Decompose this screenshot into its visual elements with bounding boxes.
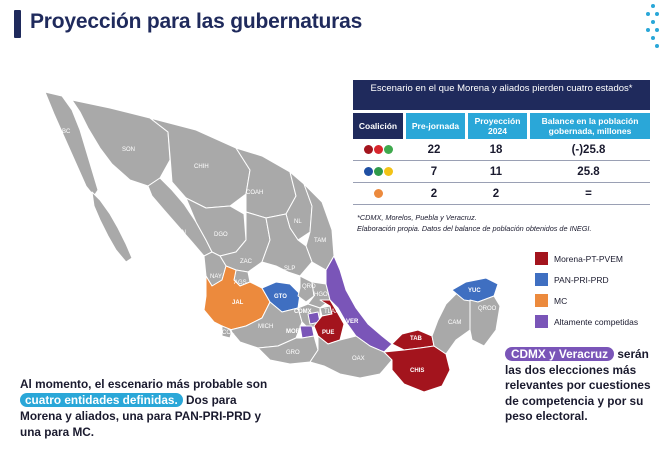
map-label-zac: ZAC — [240, 259, 253, 265]
map-label-yuc: YUC — [468, 288, 481, 294]
page-title: Proyección para las gubernaturas — [30, 10, 363, 33]
table-cell: 18 — [489, 143, 503, 156]
state-tam — [303, 183, 335, 271]
competition-text: serán las dos elecciones más relevantes … — [505, 347, 651, 423]
table-cell: 11 — [489, 165, 503, 178]
map-label-bcs: BCS — [110, 212, 122, 218]
summary-part-1: Al momento, el escenario más probable so… — [20, 377, 268, 391]
competition-highlight: CDMX y Veracruz — [505, 347, 615, 361]
col-header-proyeccion: Proyección 2024 — [468, 113, 527, 139]
legend-item: Altamente competidas — [535, 311, 638, 332]
map-label-chih: CHIH — [194, 164, 209, 170]
table-cell: 2 — [492, 187, 500, 200]
legend-swatch-orange — [535, 294, 548, 307]
state-chis — [383, 345, 451, 393]
legend-label: PAN-PRI-PRD — [554, 274, 609, 285]
morena-pt-pvem-logos-icon — [353, 145, 403, 154]
state-bc — [44, 91, 99, 197]
legend-swatch-purple — [535, 315, 548, 328]
map-label-son: SON — [122, 147, 135, 153]
map-label-tlax: TLAX — [324, 309, 339, 315]
col-header-pre-jornada: Pre-jornada — [406, 113, 465, 139]
legend-swatch-blue — [535, 273, 548, 286]
map-label-qroo: QROO — [478, 306, 497, 312]
state-yuc — [451, 277, 499, 303]
competition-note: CDMX y Veracruz serán las dos elecciones… — [505, 347, 665, 425]
table-row: 22 18 (-)25.8 — [353, 139, 650, 161]
map-label-coah: COAH — [246, 190, 263, 196]
map-label-ver: VER — [346, 319, 359, 325]
table-column-headers: Coalición Pre-jornada Proyección 2024 Ba… — [353, 113, 650, 139]
map-label-gro: GRO — [286, 350, 300, 356]
state-ver — [325, 255, 393, 353]
mexico-map: BC SON CHIH BCS SIN DGO COAH NL TAM ZAC … — [44, 91, 501, 393]
map-label-chis: CHIS — [410, 368, 424, 374]
pan-pri-prd-logos-icon — [353, 167, 403, 176]
legend-label: Altamente competidas — [554, 316, 639, 327]
legend-item: MC — [535, 290, 638, 311]
map-label-tam: TAM — [314, 238, 326, 244]
summary-highlight: cuatro entidades definidas. — [20, 393, 183, 407]
col-header-balance: Balance en la población gobernada, millo… — [530, 113, 650, 139]
map-label-slp: SLP — [284, 266, 295, 272]
state-col — [221, 325, 233, 339]
table-cell: 22 — [427, 143, 441, 156]
map-label-oax: OAX — [352, 356, 365, 362]
map-label-nay: NAY — [210, 274, 222, 280]
scenario-table: Escenario en el que Morena y aliados pie… — [353, 80, 650, 205]
legend-item: PAN-PRI-PRD — [535, 269, 638, 290]
map-label-pue: PUE — [322, 330, 334, 336]
decorative-dots-icon — [646, 4, 660, 50]
table-cell: 2 — [430, 187, 438, 200]
map-label-tab: TAB — [410, 336, 423, 342]
map-label-cam: CAM — [448, 320, 461, 326]
table-row: 2 2 = — [353, 183, 650, 205]
map-label-qro: QRO — [302, 284, 316, 290]
summary-part-2: Dos para Morena y aliados, una para PAN-… — [20, 393, 262, 439]
col-header-coalicion: Coalición — [353, 113, 403, 139]
map-label-cdmx: CDMX — [294, 309, 312, 315]
state-gro — [257, 335, 319, 365]
map-label-jal: JAL — [232, 300, 244, 306]
map-label-hgo: HGO — [314, 292, 328, 298]
table-row: 7 11 25.8 — [353, 161, 650, 183]
table-title: Escenario en el que Morena y aliados pie… — [353, 80, 650, 110]
table-footnote: *CDMX, Morelos, Puebla y Veracruz. Elabo… — [357, 212, 657, 234]
table-cell: 7 — [430, 165, 438, 178]
state-bcs — [91, 191, 133, 263]
table-cell: (-)25.8 — [571, 143, 606, 156]
legend-label: Morena-PT-PVEM — [554, 253, 623, 264]
map-label-mor: MOR — [286, 329, 301, 335]
map-label-ags: AGS — [234, 280, 247, 286]
legend-label: MC — [554, 295, 568, 306]
map-label-sin: SIN — [176, 230, 186, 236]
state-slp — [261, 213, 313, 277]
title-accent-bar — [14, 10, 21, 38]
state-qroo — [469, 295, 501, 347]
table-cell: 25.8 — [577, 165, 600, 178]
legend-item: Morena-PT-PVEM — [535, 248, 638, 269]
state-oax — [309, 335, 393, 379]
map-label-gto: GTO — [274, 294, 287, 300]
footnote-line-1: *CDMX, Morelos, Puebla y Veracruz. — [357, 213, 477, 222]
summary-text: Al momento, el escenario más probable so… — [20, 376, 270, 440]
map-label-dgo: DGO — [214, 232, 228, 238]
map-label-nl: NL — [294, 219, 302, 225]
map-legend: Morena-PT-PVEM PAN-PRI-PRD MC Altamente … — [535, 248, 638, 332]
footnote-line-2: Elaboración propia. Datos del balance de… — [357, 224, 592, 233]
map-label-col: COL — [222, 330, 235, 336]
table-cell: = — [585, 187, 592, 200]
map-label-mich: MICH — [258, 324, 273, 330]
map-label-bc: BC — [62, 129, 71, 135]
legend-swatch-red — [535, 252, 548, 265]
mc-logo-icon — [353, 189, 403, 198]
